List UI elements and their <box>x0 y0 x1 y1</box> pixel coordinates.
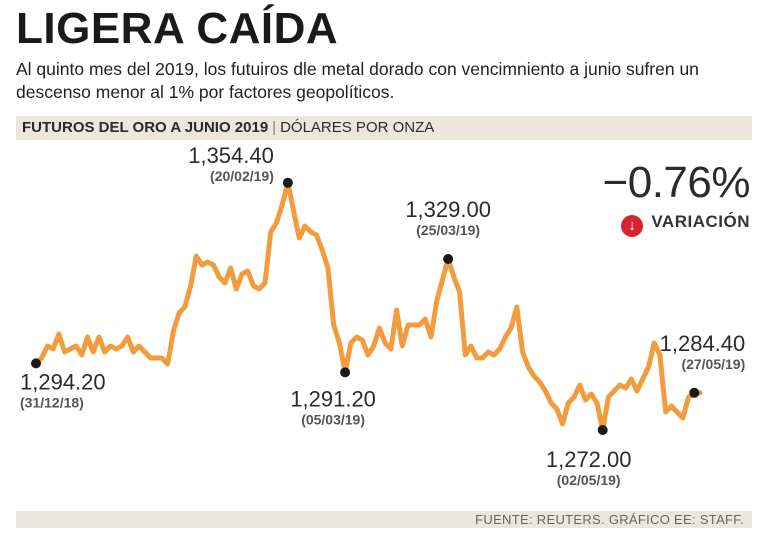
annotation-date-label: (27/05/19) <box>681 356 745 372</box>
annotation-marker <box>689 387 700 398</box>
annotation-marker <box>282 177 293 188</box>
annotation-date-label: (25/03/19) <box>416 222 480 238</box>
annotation-date-label: (02/05/19) <box>557 472 621 488</box>
annotation-marker <box>31 358 41 369</box>
annotation-value-label: 1,294.20 <box>20 369 106 394</box>
header-separator: | <box>272 119 277 136</box>
annotation-marker <box>443 254 454 264</box>
chart-header: FUTUROS DEL ORO A JUNIO 2019 | DÓLARES POR… <box>22 119 434 136</box>
annotation-value-label: 1,284.40 <box>660 331 746 356</box>
chart-subtitle: Al quinto mes del 2019, los futuiros dle… <box>16 59 699 102</box>
series-line-gold-futures <box>33 180 703 433</box>
annotation-value-label: 1,329.00 <box>405 197 491 222</box>
footer-band: FUENTE: REUTERS. GRÁFICO EE: STAFF. <box>16 511 752 528</box>
annotation-marker <box>597 425 608 435</box>
annotation-value-label: 1,291.20 <box>290 386 376 411</box>
variation-value: −0.76% <box>602 158 751 207</box>
annotation-labels: 1,294.20(31/12/18) 1,354.40(20/02/19) 1,29… <box>20 143 745 488</box>
down-arrow-icon: ↓ <box>621 215 644 237</box>
chart-title: LIGERA CAÍDA <box>16 4 339 53</box>
annotation-date-label: (05/03/19) <box>301 411 365 427</box>
annotation-markers <box>31 177 700 435</box>
annotation-value-label: 1,354.40 <box>188 143 274 168</box>
annotation-value-label: 1,272.00 <box>546 447 632 472</box>
variation-label: VARIACIÓN <box>651 212 750 231</box>
variation-box: −0.76% ↓ VARIACIÓN <box>602 158 751 237</box>
header-series-name: FUTUROS DEL ORO A JUNIO 2019 <box>22 119 269 136</box>
annotation-marker <box>340 367 351 378</box>
variation-label-row: ↓ VARIACIÓN <box>603 212 750 237</box>
source-note: FUENTE: REUTERS. GRÁFICO EE: STAFF. <box>475 512 744 527</box>
header-band: FUTUROS DEL ORO A JUNIO 2019 | DÓLARES POR… <box>16 116 752 140</box>
annotation-date-label: (31/12/18) <box>20 394 84 410</box>
annotation-date-label: (20/02/19) <box>210 168 274 184</box>
header-unit: DÓLARES POR ONZA <box>280 119 435 136</box>
